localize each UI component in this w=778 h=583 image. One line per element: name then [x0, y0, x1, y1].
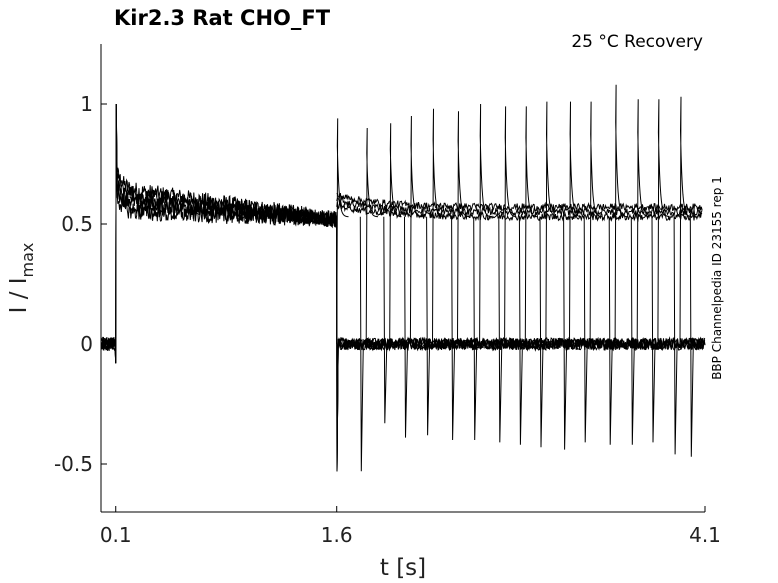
recovery-plateau-trace	[336, 196, 703, 218]
y-tick-label: 1	[80, 92, 93, 116]
y-tick-label: -0.5	[54, 452, 93, 476]
side-label-group: BBP Channelpedia ID 23155 rep 1	[710, 176, 724, 380]
test-pulse-spike	[614, 84, 627, 345]
test-pulse-undershoot	[518, 216, 523, 445]
temperature-annotation: 25 °C Recovery	[571, 32, 703, 52]
sweep-trace	[100, 103, 706, 472]
sweep-trace	[100, 103, 706, 472]
test-pulse-spike	[365, 127, 379, 345]
test-pulse-undershoot	[451, 216, 456, 441]
y-axis-label-sub: max	[18, 243, 37, 278]
test-pulse-spike	[504, 106, 517, 345]
test-pulse-undershoot	[673, 216, 678, 455]
test-pulse-spike	[409, 115, 423, 345]
x-tick-label: 1.6	[321, 523, 353, 547]
x-tick-label: 4.1	[689, 523, 721, 547]
test-pulse-undershoot	[651, 216, 656, 443]
test-pulse-spike	[389, 123, 402, 345]
test-pulse-spike	[657, 99, 670, 345]
y-axis-label: I / Imax	[6, 243, 37, 314]
test-pulse-undershoot	[359, 216, 364, 472]
sweep-trace	[100, 103, 706, 472]
channelpedia-id-label: BBP Channelpedia ID 23155 rep 1	[710, 176, 724, 380]
test-pulse-undershoot	[473, 216, 478, 441]
y-tick-label: 0	[80, 332, 93, 356]
chart-title: Kir2.3 Rat CHO_FT	[114, 6, 331, 30]
test-pulse-spike	[589, 101, 602, 345]
y-ticks: -0.5 0 0.5 1	[54, 92, 107, 476]
test-pulse-undershoot	[404, 216, 408, 438]
test-pulse-undershoot	[563, 216, 568, 450]
test-pulse-undershoot	[583, 216, 588, 443]
test-pulse-undershoot	[630, 216, 635, 445]
sweep-trace	[100, 103, 706, 472]
test-pulse-spike	[432, 108, 445, 345]
test-pulse-spike	[636, 99, 650, 345]
test-pulse-spike	[569, 101, 582, 345]
test-pulse-spike	[545, 101, 558, 345]
test-pulse-undershoot	[498, 216, 503, 443]
test-pulse-undershoot	[426, 216, 431, 436]
traces	[100, 84, 706, 472]
test-pulse-undershoot	[689, 216, 694, 457]
x-ticks: 0.1 1.6 4.1	[100, 506, 721, 547]
test-pulse-spike	[679, 96, 692, 345]
test-pulse-undershoot	[608, 216, 613, 445]
test-pulse-spike	[457, 111, 470, 345]
test-pulse-spike	[479, 103, 492, 345]
plot-area: 0.1 1.6 4.1 -0.5 0 0.5 1	[54, 44, 721, 547]
test-pulse-undershoot	[539, 216, 544, 448]
recovery-plateau-trace	[336, 201, 703, 223]
test-pulse-spike	[524, 106, 538, 345]
test-pulse-spike	[336, 118, 349, 345]
x-tick-label: 0.1	[100, 523, 132, 547]
recovery-plateau-trace	[336, 192, 703, 213]
y-axis-label-main: I / I	[6, 277, 32, 313]
test-pulse-undershoot	[383, 216, 388, 424]
y-axis-label-group: I / Imax	[6, 243, 37, 314]
x-axis-label: t [s]	[380, 555, 426, 581]
y-tick-label: 0.5	[61, 212, 93, 236]
sweep-trace	[100, 103, 706, 472]
